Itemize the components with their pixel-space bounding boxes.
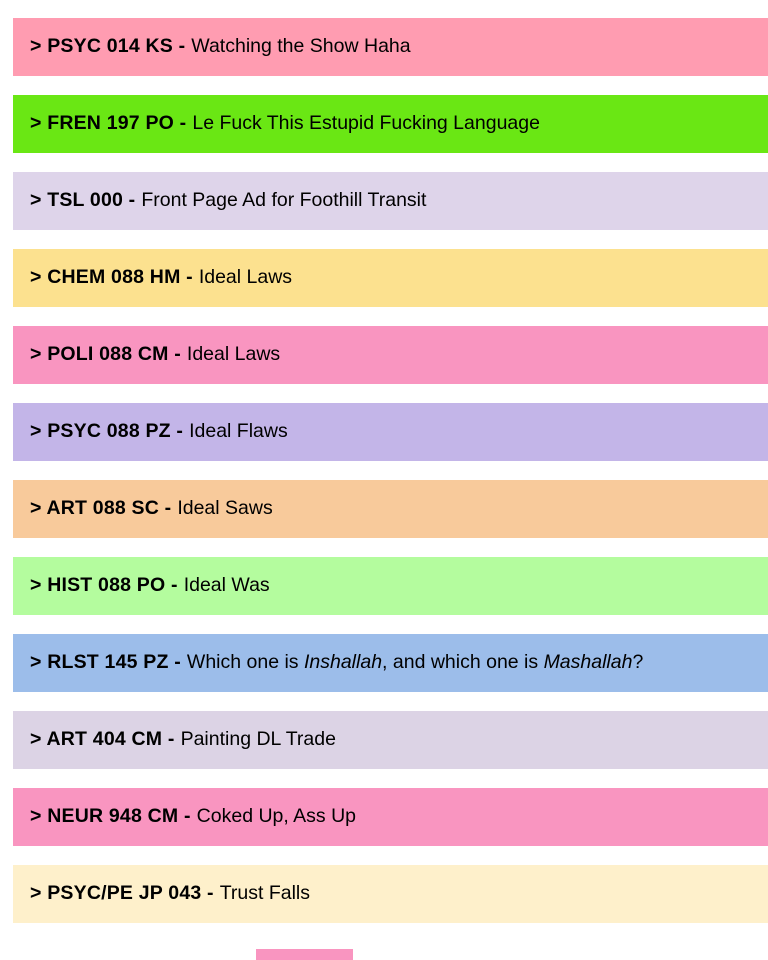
course-row[interactable]: > PSYC 014 KS - Watching the Show Haha [13,18,768,76]
course-row[interactable]: > PSYC 088 PZ - Ideal Flaws [13,403,768,461]
partial-next-row-fragment [256,949,353,960]
course-title-segment: Which one is [186,651,304,674]
course-row[interactable]: > ART 404 CM - Painting DL Trade [13,711,768,769]
course-title-segment: Watching the Show Haha [191,35,411,58]
course-title: Which one is Inshallah, and which one is… [187,653,643,673]
course-title-segment: Front Page Ad for Foothill Transit [141,189,427,212]
course-code: > PSYC 088 PZ - [30,420,184,443]
course-title: Ideal Laws [187,345,280,365]
course-row[interactable]: > TSL 000 - Front Page Ad for Foothill T… [13,172,768,230]
course-title-segment: Ideal Flaws [189,420,288,443]
course-code: > PSYC 014 KS - [30,35,186,58]
course-code: > ART 088 SC - [30,497,172,520]
course-row[interactable]: > PSYC/PE JP 043 - Trust Falls [13,865,768,923]
course-title: Ideal Flaws [189,422,288,442]
course-row[interactable]: > POLI 088 CM - Ideal Laws [13,326,768,384]
course-title-segment: Le Fuck This Estupid Fucking Language [192,112,540,135]
course-title-segment: ? [632,651,644,674]
course-title-segment: Ideal Laws [186,343,281,366]
course-title-segment: Coked Up, Ass Up [196,805,356,828]
course-code: > NEUR 948 CM - [30,805,191,828]
course-code: > TSL 000 - [30,189,136,212]
course-title-segment: Inshallah [303,651,383,674]
course-title: Ideal Was [184,576,270,596]
course-title-segment: Ideal Was [183,574,270,597]
course-title-segment: , and which one is [382,651,544,674]
course-code: > HIST 088 PO - [30,574,178,597]
course-title-segment: Trust Falls [219,882,311,905]
course-row[interactable]: > CHEM 088 HM - Ideal Laws [13,249,768,307]
course-title: Coked Up, Ass Up [197,807,356,827]
course-title: Trust Falls [220,884,310,904]
course-title: Front Page Ad for Foothill Transit [141,191,426,211]
course-code: > RLST 145 PZ - [30,651,181,674]
course-row[interactable]: > RLST 145 PZ - Which one is Inshallah, … [13,634,768,692]
course-title: Watching the Show Haha [191,37,410,57]
course-row[interactable]: > FREN 197 PO - Le Fuck This Estupid Fuc… [13,95,768,153]
course-list: > PSYC 014 KS - Watching the Show Haha >… [13,18,768,923]
course-code: > POLI 088 CM - [30,343,181,366]
course-title-segment: Ideal Saws [177,497,273,520]
course-code: > FREN 197 PO - [30,112,187,135]
course-title: Le Fuck This Estupid Fucking Language [192,114,540,134]
course-row[interactable]: > ART 088 SC - Ideal Saws [13,480,768,538]
course-title-segment: Painting DL Trade [180,728,336,751]
course-title: Ideal Laws [199,268,292,288]
course-row[interactable]: > NEUR 948 CM - Coked Up, Ass Up [13,788,768,846]
course-title: Painting DL Trade [181,730,336,750]
course-row[interactable]: > HIST 088 PO - Ideal Was [13,557,768,615]
course-code: > CHEM 088 HM - [30,266,193,289]
course-title: Ideal Saws [177,499,272,519]
course-code: > ART 404 CM - [30,728,175,751]
course-title-segment: Mashallah [543,651,633,674]
course-title-segment: Ideal Laws [198,266,293,289]
course-code: > PSYC/PE JP 043 - [30,882,214,905]
